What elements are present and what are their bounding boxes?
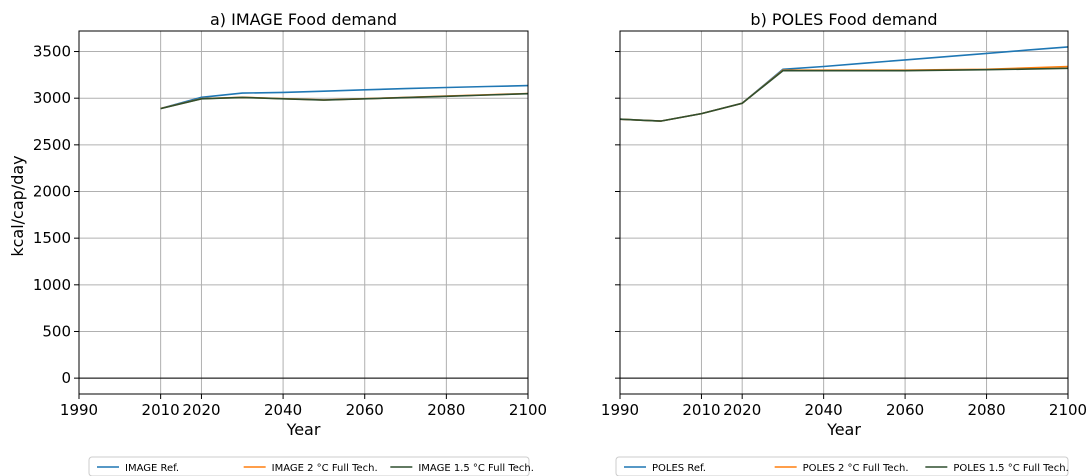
x-tick-label: 2010 — [682, 401, 720, 419]
legend-label-2: IMAGE 2 °C Full Tech. — [272, 463, 378, 474]
y-axis-label: kcal/cap/day — [8, 155, 27, 256]
x-tick-label: 2040 — [264, 401, 302, 419]
chart-title: a) IMAGE Food demand — [210, 10, 397, 29]
panel-image: 1990 2010 2020 2040 2060 2080 2100 0 500 1000 1500… — [33, 10, 547, 476]
x-tick-label: 2080 — [967, 401, 1005, 419]
y-tick-label: 2000 — [33, 183, 71, 201]
plot-frame — [619, 30, 1069, 395]
legend-label-1: POLES Ref. — [652, 463, 706, 474]
x-tick-label: 2100 — [509, 401, 547, 419]
x-tick-label: 1990 — [60, 401, 98, 419]
legend-label-3: POLES 1.5 °C Full Tech. — [953, 463, 1068, 474]
chart-title: b) POLES Food demand — [750, 10, 937, 29]
legend-box — [615, 456, 1069, 476]
x-axis-label: Year — [826, 420, 861, 439]
x-tick-label: 1990 — [601, 401, 639, 419]
panel-poles: 1990 2010 2020 2040 2060 2080 2100 b) POLES Foo… — [601, 10, 1087, 476]
plot-frame — [78, 30, 529, 395]
y-tick-label: 3500 — [33, 43, 71, 61]
x-tick-label: 2020 — [723, 401, 761, 419]
y-tick-label: 2500 — [33, 136, 71, 154]
y-tick-label: 1500 — [33, 229, 71, 247]
series-line-1 — [160, 84, 529, 110]
series-line-3 — [160, 92, 529, 110]
y-tick-label: 0 — [61, 369, 71, 387]
legend-label-3: IMAGE 1.5 °C Full Tech. — [418, 463, 534, 474]
legend-label-2: POLES 2 °C Full Tech. — [803, 463, 909, 474]
legend-label-1: IMAGE Ref. — [125, 463, 179, 474]
x-tick-label: 2060 — [886, 401, 924, 419]
x-tick-label: 2010 — [142, 401, 180, 419]
x-tick-label: 2060 — [346, 401, 384, 419]
y-tick-label: 3000 — [33, 89, 71, 107]
y-tick-label: 1000 — [33, 276, 71, 294]
series-line-2 — [619, 65, 1069, 122]
x-tick-label: 2020 — [182, 401, 220, 419]
x-axis-label: Year — [286, 420, 321, 439]
series-line-1 — [619, 46, 1069, 122]
x-tick-label: 2100 — [1049, 401, 1087, 419]
y-tick-label: 500 — [42, 322, 71, 340]
x-tick-label: 2040 — [805, 401, 843, 419]
x-tick-label: 2080 — [427, 401, 465, 419]
series-line-3 — [619, 67, 1069, 122]
legend-box — [88, 456, 530, 476]
